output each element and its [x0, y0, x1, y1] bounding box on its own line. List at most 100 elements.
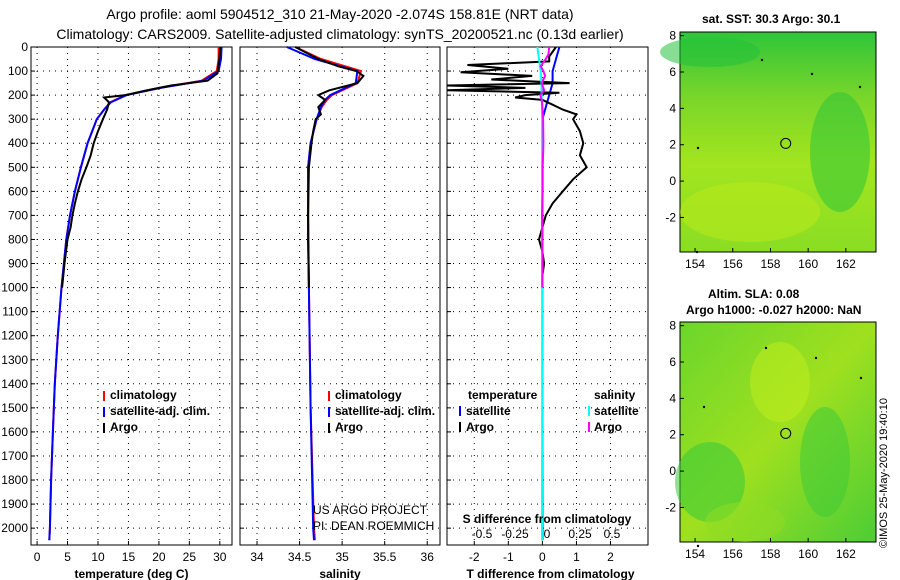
map-x-tick-label: 162 [836, 547, 856, 561]
y-tick-label: 600 [8, 184, 28, 198]
y-tick-label: 1500 [1, 401, 28, 415]
y-tick-label: 800 [8, 232, 28, 246]
salinity-diff-tick-label: 0.5 [604, 527, 621, 541]
pi-credit: PI: DEAN ROEMMICH [313, 519, 434, 533]
map-field-patch [680, 182, 820, 242]
y-tick-label: 100 [8, 64, 28, 78]
plot-frame [446, 46, 649, 546]
salinity-diff-tick-label: 0.25 [568, 527, 592, 541]
x-tick-label: 36 [421, 550, 435, 564]
y-tick-label: 0 [21, 40, 28, 54]
salinity-diff-tick-label: 0 [544, 527, 551, 541]
map-y-tick-label: -2 [665, 500, 676, 514]
imos-credit: ©IMOS 25-May-2020 19:40:10 [878, 398, 890, 548]
map-field-patch [675, 442, 745, 522]
map-field-patch [810, 92, 870, 212]
salinity-panel: 34 34.5 35 35.5 36 salinity climatology satelli… [239, 46, 441, 580]
map-land-dot [764, 346, 768, 350]
map-land-dot [696, 544, 700, 548]
sst-map-title: sat. SST: 30.3 Argo: 30.1 [702, 12, 841, 26]
x-axis-label: T difference from climatology [466, 567, 634, 580]
map-y-tick-label: 6 [669, 65, 676, 79]
legend-label: Argo [594, 420, 622, 434]
map-y-tick-label: 4 [669, 391, 676, 405]
map-x-tick-label: 158 [760, 257, 780, 271]
sla-map: 154 156 158 160 162 8 6 4 2 0 -2 [665, 319, 877, 561]
x-tick-label: 1 [573, 550, 580, 564]
y-tick-label: 1600 [1, 425, 28, 439]
map-land-dot [760, 58, 764, 62]
sla-map-title-2: Argo h1000: -0.027 h2000: NaN [686, 303, 862, 317]
y-tick-label: 1200 [1, 329, 28, 343]
x-tick-label: -2 [469, 550, 480, 564]
map-x-tick-label: 162 [836, 257, 856, 271]
chart-title-line2: Climatology: CARS2009. Satellite-adjuste… [56, 26, 624, 42]
map-field-patch [750, 342, 810, 422]
difference-panel: -2 -1 0 1 2 T difference from climatology temp… [446, 46, 649, 580]
y-tick-label: 1300 [1, 353, 28, 367]
x-tick-label: 20 [152, 550, 166, 564]
legend-label: Argo [335, 420, 363, 434]
plot-frame [30, 46, 233, 546]
legend-label: satellite-adj. clim. [110, 404, 210, 418]
map-x-tick-label: 160 [798, 547, 818, 561]
legend-label: climatology [110, 388, 177, 402]
project-credit: US ARGO PROJECT [313, 503, 428, 517]
y-tick-label: 1400 [1, 377, 28, 391]
legend-label: Argo [466, 420, 494, 434]
legend-label: climatology [335, 388, 402, 402]
map-x-tick-label: 154 [685, 257, 705, 271]
map-y-tick-label: 8 [669, 29, 676, 43]
map-land-dot [859, 376, 863, 380]
x-tick-label: -1 [503, 550, 514, 564]
map-y-tick-label: 2 [669, 428, 676, 442]
series-line-salinity-argo [539, 46, 551, 288]
x-tick-label: 15 [122, 550, 136, 564]
map-y-tick-label: 4 [669, 101, 676, 115]
map-x-tick-label: 156 [723, 257, 743, 271]
map-y-tick-label: -2 [665, 210, 676, 224]
map-land-dot [810, 72, 814, 76]
maps-area: 154 156 158 160 162 8 6 4 2 0 -2 154 156 158 160 162 8 6… [660, 29, 877, 561]
map-y-tick-label: 2 [669, 138, 676, 152]
legend-label: satellite [594, 404, 639, 418]
float-location-marker [780, 427, 792, 439]
x-axis-label: temperature (deg C) [74, 567, 188, 580]
float-location-marker [780, 137, 792, 149]
salinity-diff-tick-label: -0.25 [501, 527, 529, 541]
y-tick-label: 1900 [1, 497, 28, 511]
y-tick-label: 1800 [1, 473, 28, 487]
x-tick-label: 35 [335, 550, 349, 564]
map-field-patch [660, 37, 760, 67]
map-land-dot [858, 85, 862, 89]
x-tick-label: 0 [539, 550, 546, 564]
salinity-diff-axis-label: S difference from climatology [463, 512, 632, 526]
x-tick-label: 25 [183, 550, 197, 564]
map-y-tick-label: 8 [669, 319, 676, 333]
x-tick-label: 34 [250, 550, 264, 564]
y-tick-label: 400 [8, 136, 28, 150]
legend-label: Argo [110, 420, 138, 434]
x-tick-label: 35.5 [373, 550, 397, 564]
sst-map: 154 156 158 160 162 8 6 4 2 0 -2 [660, 29, 877, 271]
legend-label: satellite-adj. clim. [335, 404, 435, 418]
x-tick-label: 34.5 [288, 550, 312, 564]
legend-label: satellite [466, 404, 511, 418]
x-tick-label: 5 [64, 550, 71, 564]
y-tick-label: 900 [8, 257, 28, 271]
profile-plots: 0100200300400500600700800900100011001200… [1, 40, 649, 580]
y-tick-label: 1000 [1, 281, 28, 295]
x-axis-label: salinity [319, 567, 361, 580]
map-x-tick-label: 154 [685, 547, 705, 561]
series-line-temperature-argo [446, 46, 588, 288]
x-tick-label: 0 [34, 550, 41, 564]
y-tick-label: 300 [8, 112, 28, 126]
plot-frame [239, 46, 441, 546]
map-x-tick-label: 158 [760, 547, 780, 561]
map-x-tick-label: 156 [723, 547, 743, 561]
y-tick-label: 500 [8, 160, 28, 174]
chart-title-line1: Argo profile: aoml 5904512_310 21-May-20… [106, 6, 574, 22]
y-tick-label: 1700 [1, 449, 28, 463]
map-land-dot [702, 405, 706, 409]
map-y-tick-label: 0 [669, 464, 676, 478]
